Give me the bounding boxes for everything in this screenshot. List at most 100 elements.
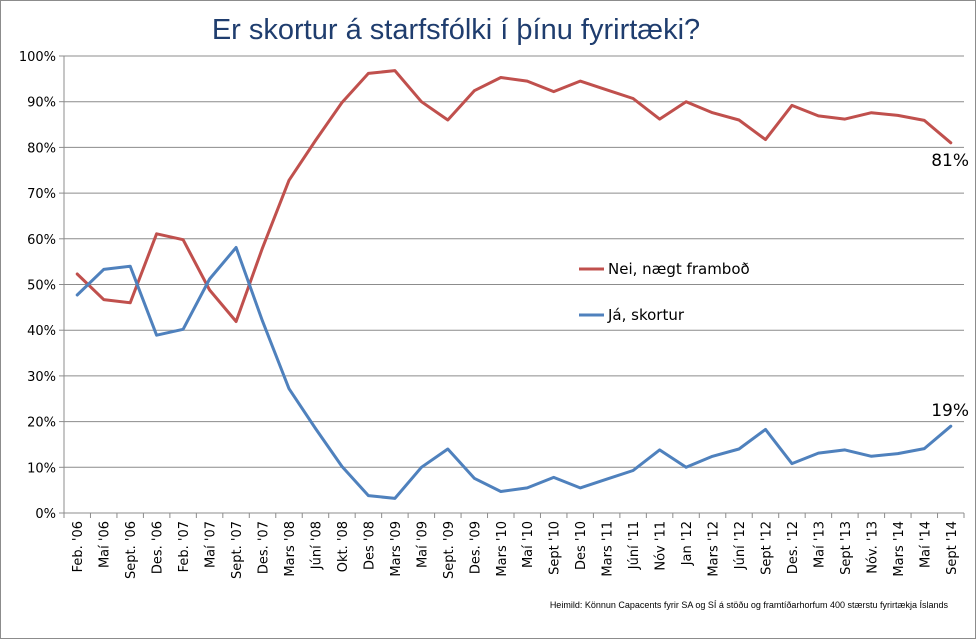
y-axis: 0% 10% 20% 30% 40% 50% 60% 70% 80% 90% 100% <box>19 50 65 522</box>
series-lines <box>75 69 953 500</box>
x-tick-label: Des. '06 <box>151 521 166 574</box>
data-point <box>155 334 158 337</box>
data-point <box>605 88 608 92</box>
x-tick-label: Maí '14 <box>918 521 933 568</box>
data-point <box>896 114 900 117</box>
x-tick-label: Des. '12 <box>786 521 801 574</box>
x-tick-label: Okt. '08 <box>336 521 351 572</box>
end-labels: 81% 19% <box>931 151 969 421</box>
data-point <box>340 101 344 104</box>
x-tick-label: Feb. '06 <box>71 521 86 572</box>
x-tick-label: Sept '12 <box>759 521 774 575</box>
y-tick-label: 10% <box>27 461 56 476</box>
x-tick-label: Mars '09 <box>389 521 404 577</box>
x-tick-label: Mars '10 <box>495 521 510 577</box>
data-point <box>208 277 211 281</box>
x-tick-label: Sept. '09 <box>442 521 457 579</box>
data-point <box>737 118 741 122</box>
data-point <box>790 104 794 107</box>
x-tick-label: Sept '14 <box>945 521 960 575</box>
data-point <box>446 447 450 451</box>
end-label: 19% <box>931 401 969 421</box>
legend: Nei, nægt framboð Já, skortur <box>579 260 750 324</box>
x-tick-label: Maí '13 <box>812 521 827 568</box>
y-tick-label: 70% <box>27 187 56 202</box>
end-label: 81% <box>931 151 969 171</box>
y-tick-label: 30% <box>27 370 56 385</box>
data-point <box>870 455 873 458</box>
data-point <box>631 469 635 472</box>
y-tick-label: 40% <box>27 324 56 339</box>
data-point <box>737 447 741 451</box>
data-point <box>446 118 450 122</box>
data-point <box>340 465 344 468</box>
x-tick-label: Maí '07 <box>204 521 219 568</box>
data-point <box>552 90 555 93</box>
legend-label: Já, skortur <box>607 306 685 324</box>
x-tick-label: Júní '11 <box>627 521 642 570</box>
x-tick-label: Sept. '07 <box>230 521 245 579</box>
chart-title: Er skortur á starfsfólki í þínu fyrirtæk… <box>212 14 700 46</box>
x-tick-label: Mars '14 <box>892 521 907 577</box>
series-line-nei <box>75 69 953 323</box>
x-tick-label: Feb. '07 <box>177 521 192 572</box>
data-point <box>711 111 714 114</box>
gridlines <box>64 55 964 514</box>
data-point <box>367 72 370 75</box>
x-tick-label: Maí '06 <box>98 521 113 568</box>
data-point <box>181 328 185 331</box>
y-tick-label: 100% <box>19 50 56 65</box>
x-tick-label: Des. '07 <box>257 521 272 574</box>
x-tick-label: Maí '09 <box>415 521 430 568</box>
legend-label: Nei, nægt framboð <box>608 260 750 278</box>
data-point <box>711 455 714 458</box>
data-point <box>102 268 105 271</box>
data-point <box>314 427 317 430</box>
x-tick-label: Sept '10 <box>548 521 563 575</box>
data-point <box>684 100 688 103</box>
data-point <box>102 298 105 301</box>
y-tick-label: 0% <box>35 507 56 522</box>
x-tick-label: Júní '12 <box>733 521 748 570</box>
data-point <box>658 448 661 452</box>
data-point <box>923 119 926 122</box>
data-point <box>128 265 132 268</box>
data-point <box>499 490 502 493</box>
data-point <box>76 293 79 297</box>
y-tick-label: 60% <box>27 233 56 248</box>
data-point <box>128 301 132 304</box>
x-tick-label: Des. '09 <box>468 521 483 574</box>
data-point <box>949 424 952 428</box>
data-point <box>578 79 582 83</box>
data-point <box>234 246 238 249</box>
x-tick-label: Júní '08 <box>309 521 324 570</box>
x-tick-label: Maí '10 <box>521 521 536 568</box>
data-point <box>287 387 291 390</box>
data-point <box>76 272 79 276</box>
data-point <box>499 76 502 79</box>
data-point <box>420 466 423 469</box>
data-point <box>181 238 185 241</box>
data-point <box>234 320 238 323</box>
x-tick-label: Nóv. '13 <box>865 521 880 574</box>
data-point <box>949 141 952 145</box>
x-tick-label: Mars '11 <box>601 521 616 577</box>
data-point <box>923 447 926 450</box>
data-point <box>896 452 900 455</box>
data-point <box>155 232 158 235</box>
data-point <box>420 100 423 103</box>
y-tick-label: 20% <box>27 416 56 431</box>
data-point <box>526 486 529 490</box>
data-point <box>287 179 291 182</box>
data-point <box>261 246 264 250</box>
x-tick-label: Jan '12 <box>680 521 695 566</box>
data-point <box>684 466 688 469</box>
data-point <box>261 319 264 323</box>
data-point <box>843 448 847 452</box>
data-point <box>790 462 794 465</box>
data-point <box>473 477 476 480</box>
x-axis: Feb. '06 Maí '06 Sept. '06 Des. '06 Feb. '07… <box>63 513 965 579</box>
x-tick-label: Sept '13 <box>839 521 854 575</box>
